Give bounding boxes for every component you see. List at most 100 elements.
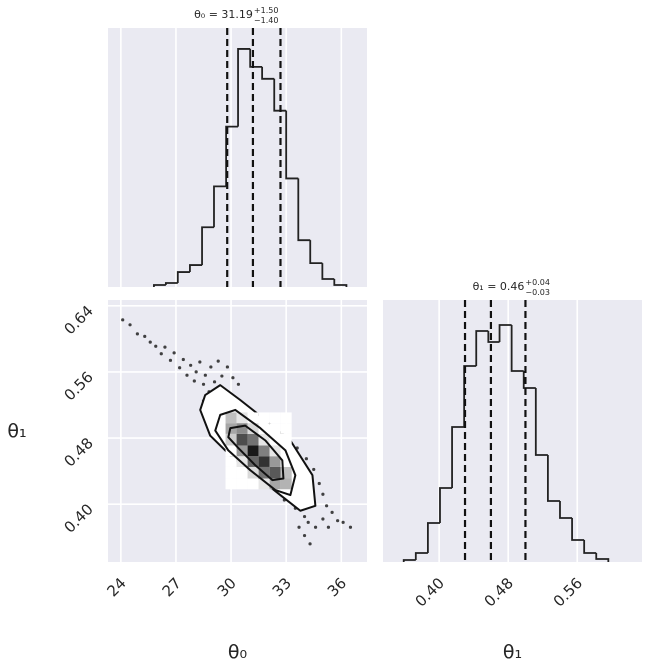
density-cell	[258, 456, 270, 467]
density-cell	[280, 456, 292, 467]
histogram-step	[439, 487, 453, 523]
x-tick-label: 0.56	[550, 574, 586, 610]
density-cell	[247, 412, 259, 424]
histogram-step	[285, 110, 299, 180]
histogram-step	[522, 371, 536, 389]
sample-point	[121, 318, 125, 322]
histogram-step	[297, 178, 311, 242]
histogram-step	[164, 282, 178, 286]
histogram-step	[510, 325, 524, 372]
density-cell	[225, 456, 237, 467]
y-tick-label: 0.40	[60, 500, 96, 536]
histogram-step	[426, 522, 440, 553]
x-axis-label: θ₀	[228, 641, 247, 663]
density-cell	[247, 445, 259, 457]
sample-point	[231, 376, 235, 380]
histogram-step	[475, 330, 489, 366]
sample-point	[313, 525, 318, 529]
title-lower-error: −1.40	[254, 16, 279, 25]
density-cell	[225, 412, 237, 424]
sample-point	[209, 365, 213, 369]
y-tick-label: 0.56	[60, 368, 96, 404]
x-tick-label: 24	[103, 574, 129, 600]
density-cell	[236, 433, 248, 446]
histogram-step	[225, 125, 239, 187]
sample-point	[135, 332, 139, 336]
sample-point	[330, 510, 334, 515]
histogram-step	[309, 240, 323, 264]
x-tick-label: 33	[269, 574, 295, 600]
sample-point	[189, 363, 193, 367]
density-cell	[236, 412, 248, 424]
sample-point	[178, 366, 182, 370]
density-cell	[258, 478, 270, 490]
title-upper-error: +1.50	[254, 6, 279, 15]
density-cell	[258, 412, 270, 424]
density-cell	[269, 433, 281, 446]
sample-point	[192, 379, 196, 383]
density-cell	[269, 412, 281, 424]
sample-point	[216, 359, 220, 363]
y-axis-label: θ₁	[7, 420, 26, 442]
density-cell	[225, 466, 237, 479]
histogram-step	[595, 553, 610, 562]
sample-point	[326, 525, 331, 529]
sample-point	[306, 520, 310, 524]
histogram-step	[237, 48, 251, 127]
sample-point	[154, 344, 158, 348]
sample-point	[304, 457, 308, 461]
sample-point	[321, 517, 325, 521]
sample-point	[302, 533, 307, 538]
density-cell	[280, 423, 292, 434]
title-lower-error: −0.03	[525, 288, 550, 297]
sample-point	[236, 382, 241, 386]
sample-point	[321, 492, 325, 496]
sample-point	[302, 514, 307, 519]
histogram-step	[261, 66, 275, 80]
sample-point	[128, 323, 132, 327]
histogram-step	[583, 540, 597, 554]
density-cell	[258, 445, 270, 457]
sample-point	[312, 467, 316, 472]
sample-point	[203, 373, 207, 377]
sample-point	[341, 520, 345, 524]
sample-point	[163, 345, 167, 349]
density-cell	[258, 423, 270, 434]
histogram-step	[571, 518, 585, 541]
x-axis-label: θ₁	[503, 641, 522, 663]
x-tick-label: 27	[159, 574, 185, 600]
sample-point	[220, 374, 224, 378]
density-cell	[236, 423, 248, 434]
histogram-step	[414, 552, 428, 560]
density-cell	[247, 423, 259, 434]
density-cell	[280, 478, 292, 490]
histogram-step	[487, 331, 500, 343]
histogram-step	[333, 279, 348, 287]
sample-point	[201, 382, 206, 386]
sample-point	[297, 525, 301, 529]
histogram-step	[189, 264, 203, 273]
density-cell	[236, 466, 248, 479]
sample-point	[198, 360, 202, 364]
density-cell	[280, 433, 292, 446]
sample-point	[212, 380, 217, 384]
x-tick-label: 0.48	[481, 574, 517, 610]
density-cell	[225, 478, 237, 490]
panel-title: θ₀ = 31.19	[194, 8, 253, 21]
title-upper-error: +0.04	[525, 278, 550, 287]
histogram-step	[213, 185, 227, 228]
histogram-step	[176, 271, 190, 284]
density-cell	[225, 445, 237, 457]
sample-point	[143, 334, 147, 338]
y-tick-label: 0.64	[60, 302, 96, 338]
contour	[214, 408, 297, 497]
density-cell	[280, 466, 292, 479]
x-tick-label: 30	[214, 574, 240, 600]
contour	[227, 424, 285, 482]
sample-point	[324, 504, 329, 508]
density-cell	[247, 456, 259, 467]
density-cell	[269, 478, 281, 490]
histogram-step	[153, 284, 166, 287]
sample-point	[148, 340, 152, 344]
density-cell	[247, 478, 259, 490]
